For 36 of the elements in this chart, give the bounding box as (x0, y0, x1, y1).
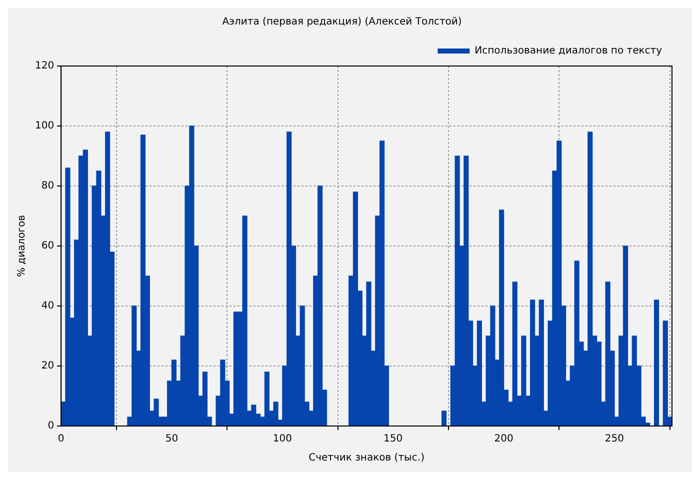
bar (154, 398, 159, 426)
y-tick-label: 120 (34, 60, 54, 72)
bar (476, 320, 482, 426)
bar (264, 372, 270, 426)
bar (441, 410, 447, 426)
bar (622, 246, 628, 426)
x-tick-label: 200 (494, 434, 514, 445)
bar (82, 150, 88, 426)
chart-title: Аэлита (первая редакция) (Алексей Толстой) (222, 16, 462, 28)
x-tick-label: 150 (384, 434, 403, 445)
legend-label: Использование диалогов по тексту (474, 46, 662, 57)
bar (512, 282, 518, 426)
y-tick-label: 80 (41, 180, 54, 192)
bar (65, 168, 70, 426)
x-axis-title: Счетчик знаков (тыс.) (308, 452, 425, 464)
x-tick-label: 50 (165, 434, 178, 445)
x-tick-label: 0 (58, 434, 64, 445)
x-tick-label: 250 (604, 434, 624, 445)
y-tick-label: 0 (48, 420, 54, 432)
y-tick-label: 60 (41, 240, 54, 252)
bar (538, 300, 544, 426)
bar (202, 372, 208, 426)
bar (352, 192, 358, 426)
bar (242, 216, 248, 426)
y-tick-label: 40 (41, 300, 54, 312)
bar (379, 140, 385, 426)
y-tick-label: 20 (41, 360, 54, 372)
x-tick-label: 100 (272, 434, 292, 445)
y-axis-title: % диалогов (16, 214, 28, 277)
bar (662, 320, 668, 426)
bar (140, 134, 146, 426)
bar (654, 300, 660, 426)
bar (273, 402, 278, 426)
bar (366, 282, 372, 426)
bar (171, 360, 177, 426)
y-tick-label: 100 (34, 120, 54, 132)
